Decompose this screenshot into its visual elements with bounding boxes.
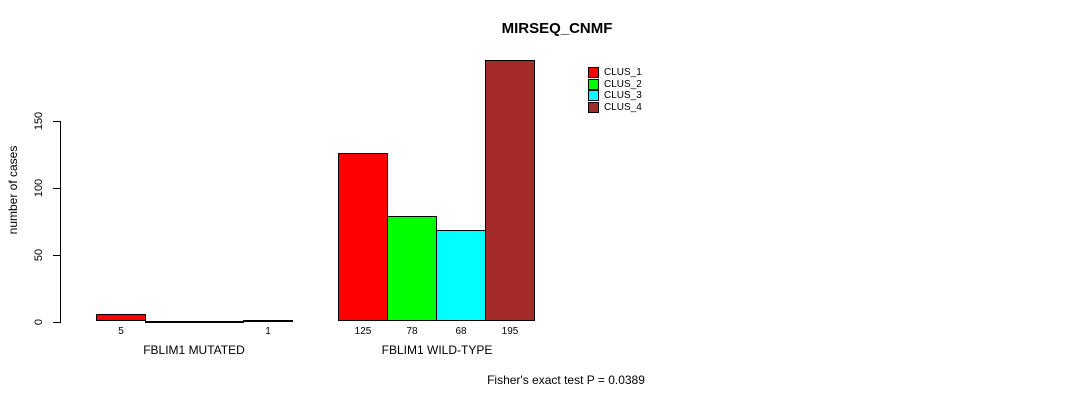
- legend-swatch-clus_4: [588, 102, 599, 113]
- bar-clus_2: [387, 216, 437, 321]
- bar-clus_1: [96, 314, 146, 321]
- bar-value-label: 68: [455, 326, 467, 337]
- legend-swatch-clus_2: [588, 79, 599, 90]
- bar-value-label: 125: [354, 326, 372, 337]
- y-axis-tick-label: 100: [33, 178, 45, 198]
- fisher-test-annotation: Fisher's exact test P = 0.0389: [487, 373, 645, 387]
- bar-value-label: 195: [501, 326, 519, 337]
- bar-clus_1: [338, 153, 388, 321]
- y-axis-tick-label: 50: [33, 248, 45, 262]
- y-axis-tick: [53, 188, 60, 189]
- legend-label-clus_4: CLUS_4: [604, 102, 642, 113]
- y-axis-line: [60, 121, 61, 323]
- bar-clus_3: [436, 230, 486, 321]
- legend-swatch-clus_3: [588, 90, 599, 101]
- y-axis-tick: [53, 121, 60, 122]
- bar-value-label: 78: [406, 326, 418, 337]
- legend-label-clus_3: CLUS_3: [604, 90, 642, 101]
- bar-clus_3: [194, 321, 244, 323]
- group-label-mutated: FBLIM1 MUTATED: [143, 343, 245, 357]
- y-axis-tick-label: 150: [33, 111, 45, 131]
- legend-label-clus_1: CLUS_1: [604, 67, 642, 78]
- bar-clus_2: [145, 321, 195, 323]
- y-axis-tick: [53, 255, 60, 256]
- group-label-wildtype: FBLIM1 WILD-TYPE: [381, 343, 493, 357]
- chart-title: MIRSEQ_CNMF: [501, 20, 613, 37]
- legend-label-clus_2: CLUS_2: [604, 79, 642, 90]
- legend-swatch-clus_1: [588, 67, 599, 78]
- bar-value-label: 1: [265, 326, 271, 337]
- bar-clus_4: [485, 60, 535, 321]
- y-axis-tick: [53, 322, 60, 323]
- y-axis-label: number of cases: [6, 145, 20, 235]
- bar-clus_4: [243, 320, 293, 322]
- bar-value-label: 5: [118, 326, 124, 337]
- y-axis-tick-label: 0: [33, 318, 45, 326]
